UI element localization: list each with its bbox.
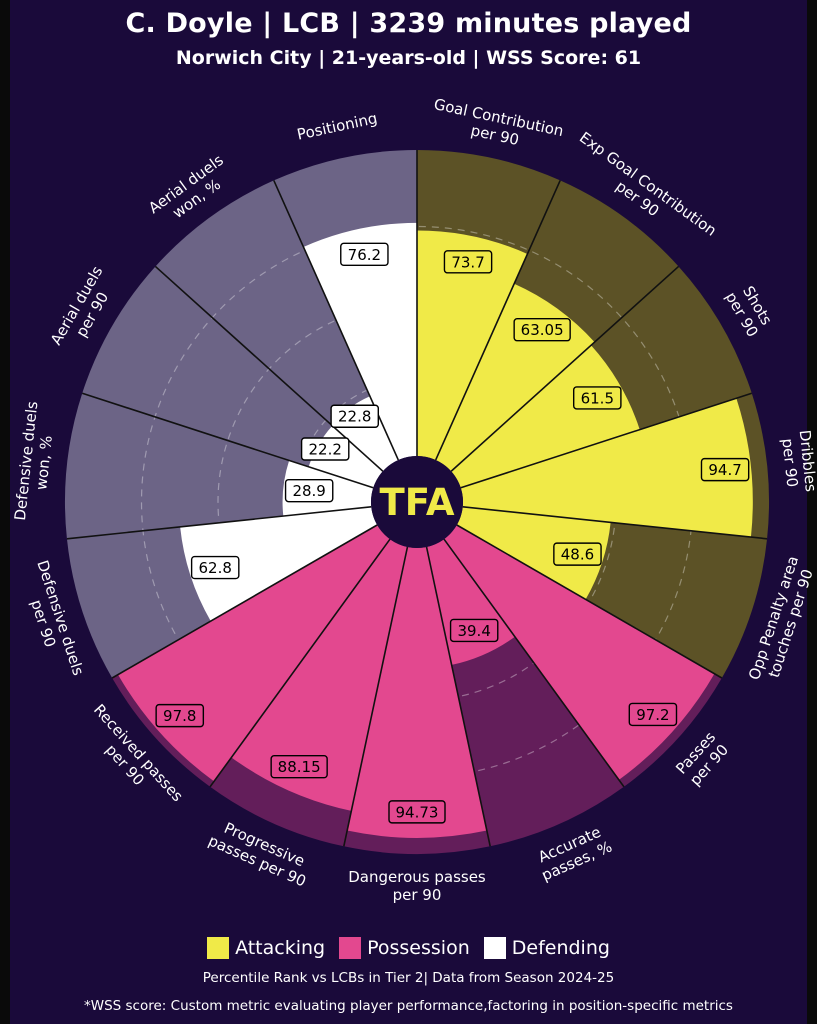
value-label-8: 94.73 — [388, 800, 446, 824]
slice-divider-8 — [425, 546, 491, 847]
value-label-14: 22.8 — [330, 404, 379, 428]
value-label-text: 88.15 — [278, 758, 321, 776]
value-label-10: 97.8 — [155, 703, 205, 728]
slice-value-8 — [347, 546, 487, 838]
value-label-13: 22.2 — [300, 437, 350, 461]
legend-label-attacking: Attacking — [235, 937, 326, 959]
slice-divider-7 — [443, 538, 625, 788]
value-label-text: 62.8 — [199, 559, 232, 577]
center-logo-circle — [371, 456, 463, 548]
slice-value-1 — [417, 230, 528, 460]
center-logo-text: TFA — [380, 481, 455, 524]
value-label-box — [270, 754, 328, 779]
slice-value-9 — [231, 539, 408, 811]
legend-item-attacking: Attacking — [207, 937, 325, 959]
slice-divider-4 — [460, 392, 753, 489]
footnote-wss: *WSS score: Custom metric evaluating pla… — [84, 998, 733, 1014]
value-label-text: 28.9 — [292, 482, 325, 500]
value-label-box — [513, 318, 571, 342]
value-label-box — [300, 437, 350, 461]
metric-label-1: Goal Contributionper 90 — [428, 95, 565, 158]
value-label-box — [330, 404, 379, 428]
value-label-box — [553, 542, 602, 566]
value-label-box — [443, 250, 493, 274]
metric-label-6: Passesper 90 — [672, 728, 732, 790]
value-label-box — [190, 555, 240, 580]
legend-label-defending: Defending — [511, 937, 610, 959]
value-label-text: 97.2 — [636, 706, 669, 724]
metric-label-15: Positioning — [295, 109, 379, 144]
value-label-2: 63.05 — [513, 318, 571, 342]
value-label-box — [284, 478, 334, 503]
value-label-text: 94.7 — [708, 461, 741, 479]
slice-value-15 — [303, 222, 417, 460]
value-label-12: 28.9 — [284, 478, 334, 503]
value-label-4: 94.7 — [700, 457, 750, 482]
slice-divider-5 — [462, 506, 768, 540]
value-label-box — [155, 703, 205, 728]
value-label-text: 39.4 — [457, 622, 490, 640]
slice-divider-9 — [343, 546, 409, 847]
footnote-percentile: Percentile Rank vs LCBs in Tier 2| Data … — [202, 970, 615, 986]
chart-title: C. Doyle | LCB | 3239 minutes played — [125, 8, 692, 39]
value-label-11: 62.8 — [190, 555, 240, 580]
legend-item-possession: Possession — [339, 937, 470, 959]
value-label-7: 39.4 — [449, 618, 499, 643]
slice-divider-6 — [456, 524, 723, 679]
value-label-box — [628, 702, 678, 727]
value-label-6: 97.2 — [628, 702, 678, 727]
value-label-3: 61.5 — [572, 386, 622, 410]
value-label-text: 48.6 — [561, 546, 594, 564]
slice-value-3 — [451, 345, 640, 488]
slice-divider-2 — [434, 180, 561, 461]
slice-bg-13 — [82, 266, 383, 488]
value-label-text: 22.8 — [338, 408, 371, 426]
chart-legend: Attacking Possession Defending — [0, 937, 817, 959]
legend-swatch-defending — [483, 937, 506, 959]
slice-value-4 — [460, 398, 753, 538]
metric-label-8: Dangerous passes per 90 — [348, 868, 486, 904]
value-label-text: 22.2 — [308, 441, 341, 459]
value-label-9: 88.15 — [270, 754, 328, 779]
slice-divider-13 — [81, 392, 374, 489]
value-label-text: 97.8 — [163, 707, 196, 725]
value-label-text: 73.7 — [451, 253, 484, 271]
value-label-box — [340, 242, 389, 267]
slice-divider-10 — [209, 538, 391, 788]
slice-divider-3 — [450, 265, 680, 472]
value-label-15: 76.2 — [340, 242, 389, 267]
value-label-text: 63.05 — [521, 321, 564, 339]
value-label-box — [700, 457, 750, 482]
value-label-text: 76.2 — [348, 246, 381, 264]
slice-bg-14 — [155, 180, 399, 472]
metric-label-4: Dribblesper 90 — [778, 429, 817, 495]
slice-value-11 — [180, 506, 378, 622]
pizza-radar-chart: 73.7 63.05 61.5 94.7 48.6 97.2 39.4 94.73 88.15 9… — [11, 95, 817, 904]
value-label-5: 48.6 — [553, 542, 602, 566]
slice-divider-11 — [111, 524, 378, 679]
slice-divider-14 — [154, 265, 384, 472]
slice-divider-12 — [66, 506, 372, 540]
value-label-box — [449, 618, 499, 643]
value-label-box — [572, 386, 622, 410]
value-label-text: 61.5 — [581, 389, 614, 407]
metric-label-7: Accuratepasses, % — [532, 821, 615, 884]
value-label-1: 73.7 — [443, 250, 493, 274]
value-label-box — [388, 800, 446, 824]
metric-label-12: Defensive duelswon, % — [11, 400, 59, 523]
metric-label-3: Shotsper 90 — [722, 280, 778, 340]
chart-subtitle: Norwich City | 21-years-old | WSS Score:… — [175, 47, 642, 69]
slice-value-5 — [456, 506, 611, 600]
legend-swatch-possession — [339, 937, 362, 959]
legend-item-defending: Defending — [483, 937, 610, 959]
legend-label-possession: Possession — [367, 937, 470, 959]
legend-swatch-attacking — [207, 937, 230, 959]
value-label-text: 94.73 — [396, 803, 439, 821]
